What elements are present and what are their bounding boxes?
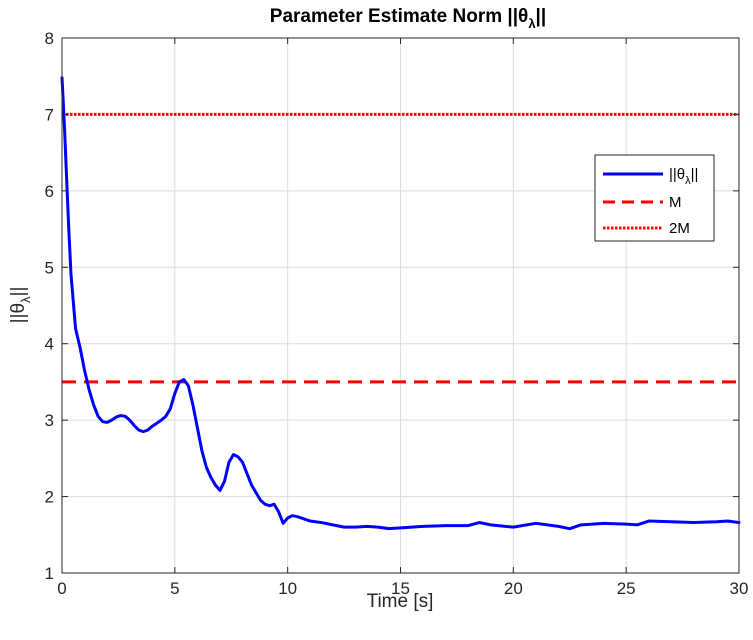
y-tick-label: 6 (45, 182, 54, 201)
y-tick-label: 2 (45, 488, 54, 507)
x-tick-label: 0 (57, 579, 66, 598)
y-tick-label: 7 (45, 105, 54, 124)
x-tick-label: 25 (617, 579, 636, 598)
axis-ticks: 0 5 10 15 20 25 30 1 2 3 4 5 6 7 8 (45, 29, 749, 598)
x-tick-label: 10 (278, 579, 297, 598)
theta-norm-line (60, 76, 741, 531)
y-tick-label: 8 (45, 29, 54, 48)
legend-label-2m: 2M (669, 220, 690, 237)
y-tick-label: 3 (45, 411, 54, 430)
x-tick-label: 20 (504, 579, 523, 598)
series-layer (60, 76, 741, 531)
x-tick-label: 15 (391, 579, 410, 598)
chart-title: Parameter Estimate Norm ||θλ|| (270, 6, 546, 31)
legend: ||θλ|| M 2M (594, 154, 715, 242)
y-tick-label: 1 (45, 564, 54, 583)
legend-label-m: M (669, 194, 682, 211)
x-axis-label: Time [s] (367, 591, 434, 612)
legend-label-theta: ||θλ|| (669, 166, 698, 187)
y-tick-label: 4 (45, 335, 54, 354)
legend-box (594, 154, 715, 242)
y-tick-label: 5 (45, 258, 54, 277)
x-tick-label: 30 (730, 579, 749, 598)
y-axis-label: ||θλ|| (8, 287, 33, 324)
x-tick-label: 5 (170, 579, 179, 598)
